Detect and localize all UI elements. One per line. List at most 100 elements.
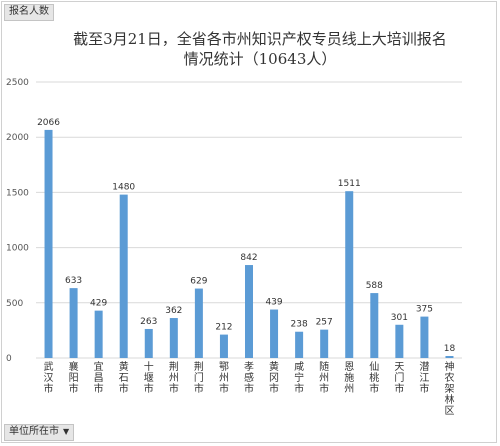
data-label: 375	[416, 305, 433, 315]
category-label: 荆州市	[169, 360, 179, 395]
category-label-char: 天	[394, 362, 404, 373]
category-label: 咸宁市	[294, 361, 304, 395]
category-label-char: 石	[119, 373, 129, 384]
category-label-char: 施	[344, 371, 354, 384]
bar	[245, 265, 253, 358]
category-label-char: 咸	[294, 361, 304, 373]
category-label: 孝感市	[244, 361, 254, 395]
category-label-char: 感	[244, 371, 254, 384]
category-label-char: 襄	[69, 360, 79, 373]
data-label: 629	[190, 277, 207, 287]
chart-title-line2: 情况统计（10643人）	[183, 50, 337, 68]
category-label-char: 农	[444, 371, 454, 384]
category-label-char: 仙	[369, 360, 379, 373]
category-label: 十堰市	[144, 360, 154, 395]
category-label: 荆门市	[194, 360, 204, 395]
bar	[169, 318, 178, 358]
category-label-char: 市	[244, 382, 254, 395]
category-label-char: 门	[194, 371, 204, 384]
y-tick-label: 2500	[6, 78, 29, 88]
category-label: 潜江市	[419, 360, 429, 395]
category-label: 恩施州	[344, 361, 354, 395]
category-label-char: 黄	[269, 360, 279, 373]
category-label-char: 江	[419, 372, 429, 384]
category-label-char: 市	[219, 382, 229, 395]
category-label-char: 昌	[94, 372, 104, 384]
bar	[295, 331, 304, 358]
category-label-char: 荆	[169, 360, 179, 373]
data-label: 588	[366, 281, 383, 291]
bar	[320, 329, 329, 358]
category-label-char: 随	[319, 360, 329, 373]
category-label-char: 市	[394, 382, 404, 395]
category-label-char: 十	[144, 360, 154, 373]
category-label-char: 区	[444, 405, 454, 417]
y-tick-label: 500	[6, 299, 23, 309]
category-label-char: 市	[119, 382, 129, 395]
category-label-char: 宜	[94, 360, 104, 373]
category-label-char: 神	[444, 360, 454, 373]
category-label-char: 林	[444, 393, 454, 406]
category-label-char: 汉	[44, 372, 54, 384]
category-label-char: 市	[369, 382, 379, 395]
category-label-char: 恩	[344, 361, 354, 373]
data-label: 257	[316, 318, 333, 328]
data-label: 18	[444, 344, 456, 354]
category-label: 黄石市	[119, 360, 129, 395]
category-label-char: 市	[419, 382, 429, 395]
category-label-char: 黄	[119, 360, 129, 373]
category-label: 宜昌市	[94, 360, 104, 395]
category-label-char: 市	[269, 382, 279, 395]
bar	[345, 191, 354, 358]
category-label: 武汉市	[44, 360, 54, 395]
category-label-char: 州	[344, 383, 354, 395]
bar	[119, 194, 128, 358]
data-label: 1480	[112, 183, 135, 193]
category-label: 神农架林区	[444, 360, 454, 417]
category-label: 随州市	[319, 360, 329, 395]
data-label: 263	[140, 317, 157, 327]
data-label: 1511	[338, 179, 361, 189]
category-label-char: 门	[394, 371, 404, 384]
bar	[94, 310, 103, 358]
category-label: 仙桃市	[369, 360, 379, 395]
category-label-char: 冈	[269, 372, 279, 384]
data-label: 633	[65, 276, 82, 286]
chart-title: 截至3月21日，全省各市州知识产权专员线上大培训报名 情况统计（10643人）	[30, 29, 490, 69]
row-field-button[interactable]: 单位所在市 ▼	[4, 424, 75, 441]
data-label: 301	[391, 313, 408, 323]
data-label: 439	[265, 298, 282, 308]
category-label-char: 州	[169, 372, 179, 384]
values-field-button[interactable]: 报名人数	[4, 4, 54, 21]
category-label-char: 市	[44, 382, 54, 395]
category-label: 黄冈市	[269, 360, 279, 395]
data-label: 842	[240, 253, 257, 263]
data-label: 429	[90, 299, 107, 309]
category-label-char: 市	[319, 382, 329, 395]
bar	[219, 334, 228, 358]
bar	[420, 316, 429, 358]
category-label-char: 孝	[244, 361, 254, 373]
data-label: 238	[291, 320, 308, 330]
category-label-char: 市	[69, 382, 79, 395]
category-label-char: 州	[219, 372, 229, 384]
y-tick-label: 1500	[6, 188, 29, 198]
category-label-char: 堰	[144, 372, 154, 384]
category-label: 鄂州市	[219, 361, 229, 395]
category-label-char: 市	[144, 382, 154, 395]
bar	[445, 356, 454, 358]
category-label-char: 阳	[69, 372, 79, 384]
bar	[194, 288, 203, 358]
category-label-char: 鄂	[219, 361, 229, 373]
category-label-char: 宁	[294, 371, 304, 384]
category-label-char: 武	[44, 360, 54, 373]
y-tick-label: 1000	[6, 244, 29, 254]
data-label: 212	[215, 323, 232, 333]
bar	[395, 324, 404, 358]
dropdown-arrow-icon[interactable]: ▼	[63, 427, 70, 436]
chart-title-line1: 截至3月21日，全省各市州知识产权专员线上大培训报名	[73, 30, 447, 48]
bar	[44, 129, 53, 358]
y-tick-label: 2000	[6, 133, 29, 143]
category-label: 天门市	[394, 362, 404, 395]
